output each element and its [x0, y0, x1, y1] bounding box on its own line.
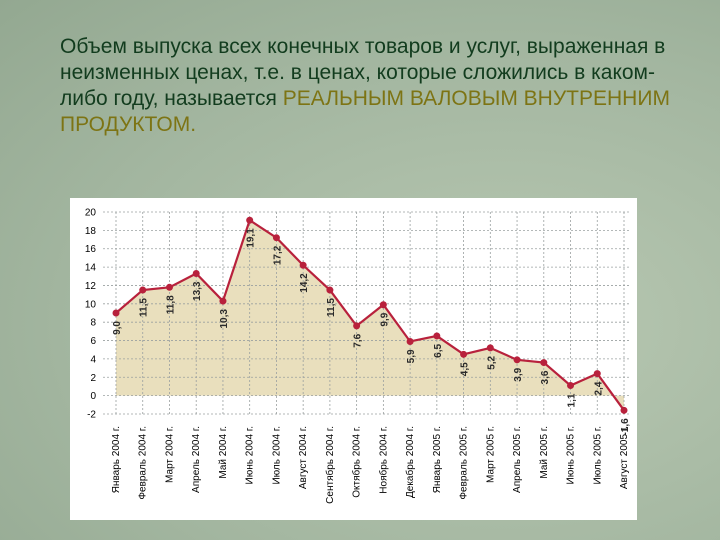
x-tick-label: Июль 2005 г. [592, 426, 603, 485]
marker [486, 344, 494, 352]
marker [513, 356, 521, 364]
y-tick-label: 0 [90, 391, 96, 402]
data-label: 11,8 [165, 295, 176, 314]
x-tick-label: Апрель 2004 г. [191, 426, 202, 493]
x-tick-label: Февраль 2005 г. [459, 426, 470, 500]
y-tick-label: 14 [85, 263, 97, 274]
x-tick-label: Август 2004 г. [298, 426, 309, 489]
x-tick-label: Декабрь 2004 г. [404, 426, 416, 498]
y-tick-label: 12 [85, 281, 97, 292]
y-tick-label: 16 [85, 244, 97, 255]
x-tick-label: Июль 2004 г. [271, 426, 282, 485]
data-label: 5,2 [486, 355, 497, 369]
y-tick-label: 2 [90, 373, 96, 384]
x-tick-label: Январь 2004 г. [111, 426, 122, 493]
marker [272, 234, 280, 242]
highlight: РЕАЛЬНЫМ ВАЛОВЫМ ВНУТРЕННИМ ПРОДУКТОМ. [60, 87, 670, 136]
y-tick-label: 4 [90, 354, 96, 365]
marker [353, 322, 361, 330]
data-label: 9,0 [112, 321, 123, 335]
marker [379, 301, 387, 309]
marker [326, 286, 334, 294]
y-tick-label: 10 [85, 299, 97, 310]
x-tick-label: Февраль 2004 г. [138, 426, 149, 500]
data-label: 3,6 [540, 370, 551, 384]
marker [192, 270, 200, 278]
data-label: 2,4 [593, 381, 604, 395]
x-tick-label: Январь 2005 г. [432, 426, 443, 493]
marker [406, 337, 414, 345]
x-tick-label: Октябрь 2004 г. [351, 426, 363, 498]
data-label: 6,5 [433, 344, 444, 358]
y-tick-label: -2 [87, 410, 96, 421]
data-label: 11,5 [139, 298, 150, 317]
data-label: -1,6 [620, 418, 631, 436]
y-tick-label: 20 [85, 208, 97, 219]
data-label: 17,2 [272, 245, 283, 265]
marker [540, 359, 548, 367]
x-tick-label: Март 2005 г. [485, 426, 496, 483]
marker [219, 297, 227, 305]
y-tick-label: 8 [90, 318, 96, 329]
marker [593, 370, 601, 378]
y-tick-label: 6 [90, 336, 96, 347]
x-tick-label: Сентябрь 2004 г. [324, 426, 336, 504]
x-tick-label: Июнь 2005 г. [566, 426, 577, 484]
marker [165, 283, 173, 291]
marker [567, 382, 575, 390]
data-label: 14,2 [299, 273, 310, 293]
slide-text: Объем выпуска всех конечных товаров и ус… [60, 34, 670, 138]
data-label: 10,3 [219, 309, 230, 329]
marker [112, 309, 120, 317]
text: Объем выпуска всех конечных товаров и ус… [60, 35, 666, 110]
data-label: 9,9 [379, 312, 390, 326]
data-label: 3,9 [513, 367, 524, 381]
line [115, 218, 625, 411]
x-tick-label: Август 2005 г. [619, 426, 630, 489]
data-label: 13,3 [192, 281, 203, 301]
marker [299, 261, 307, 269]
data-label: 7,6 [353, 333, 364, 347]
x-tick-label: Май 2005 г. [539, 426, 550, 479]
marker [246, 216, 254, 224]
marker [433, 332, 441, 340]
marker [460, 350, 468, 358]
x-tick-label: Март 2004 г. [164, 426, 175, 483]
marker [139, 286, 147, 294]
marker [620, 406, 628, 414]
data-label: 11,5 [326, 298, 337, 317]
x-tick-label: Апрель 2005 г. [512, 426, 523, 493]
data-label: 4,5 [460, 362, 471, 376]
data-label: 5,9 [406, 349, 417, 363]
x-tick-label: Май 2004 г. [218, 426, 229, 479]
data-label: 1,1 [567, 393, 578, 407]
x-tick-label: Июнь 2004 г. [245, 426, 256, 484]
data-label: 19,1 [246, 228, 257, 248]
y-tick-label: 18 [85, 226, 97, 237]
x-tick-label: Ноябрь 2004 г. [377, 426, 389, 494]
